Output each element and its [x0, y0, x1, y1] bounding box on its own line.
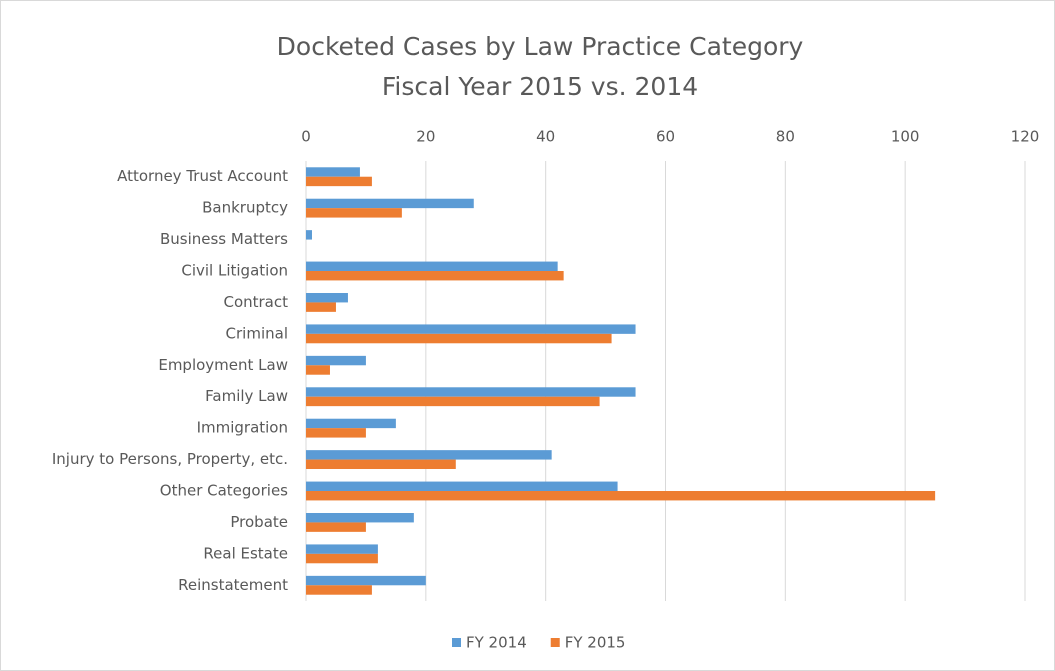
y-tick-label: Civil Litigation — [181, 262, 288, 280]
bar — [306, 418, 396, 429]
y-tick-label: Attorney Trust Account — [117, 167, 288, 185]
bar — [306, 481, 618, 491]
bar — [306, 176, 372, 187]
bar — [306, 575, 426, 586]
bar — [306, 522, 366, 532]
bar — [306, 324, 636, 334]
bar — [306, 271, 564, 281]
y-tick-label: Probate — [230, 513, 288, 531]
bar — [306, 459, 456, 469]
y-tick-label: Family Law — [205, 387, 288, 405]
y-tick-label: Contract — [223, 293, 288, 311]
bar — [306, 293, 348, 303]
y-tick-label: Business Matters — [160, 230, 288, 248]
chart-title: Docketed Cases by Law Practice Category — [277, 32, 804, 61]
x-tick-label: 40 — [536, 128, 555, 146]
bar — [306, 365, 330, 375]
y-tick-label: Immigration — [197, 419, 288, 437]
bar — [306, 450, 552, 460]
bar — [306, 491, 936, 501]
legend-swatch — [452, 638, 461, 647]
x-tick-label: 0 — [301, 128, 311, 146]
bar — [306, 230, 312, 240]
legend-swatch — [550, 638, 560, 647]
y-tick-label: Employment Law — [158, 356, 288, 374]
x-tick-label: 100 — [891, 128, 920, 146]
bar — [306, 198, 474, 209]
y-tick-label: Reinstatement — [178, 576, 288, 594]
bar — [306, 261, 558, 271]
bar — [306, 387, 636, 397]
bar — [306, 553, 378, 564]
bar — [306, 428, 366, 438]
x-tick-label: 80 — [776, 128, 795, 146]
bar — [306, 355, 366, 366]
chart-subtitle: Fiscal Year 2015 vs. 2014 — [382, 72, 698, 101]
bar — [306, 208, 402, 218]
bar — [306, 544, 378, 554]
bar — [306, 585, 372, 595]
y-tick-label: Other Categories — [160, 482, 288, 500]
y-tick-label: Bankruptcy — [202, 199, 288, 217]
bar — [306, 333, 612, 344]
bar — [306, 396, 600, 407]
y-tick-label: Real Estate — [203, 544, 288, 562]
bar — [306, 513, 414, 523]
y-tick-label: Injury to Persons, Property, etc. — [52, 450, 288, 468]
bar — [306, 167, 360, 177]
legend-label: FY 2015 — [565, 634, 626, 652]
legend-label: FY 2014 — [466, 634, 527, 652]
x-tick-label: 120 — [1011, 128, 1040, 146]
bar — [306, 302, 336, 312]
y-tick-label: Criminal — [226, 324, 288, 342]
x-tick-label: 60 — [656, 128, 675, 146]
x-tick-label: 20 — [416, 128, 435, 146]
